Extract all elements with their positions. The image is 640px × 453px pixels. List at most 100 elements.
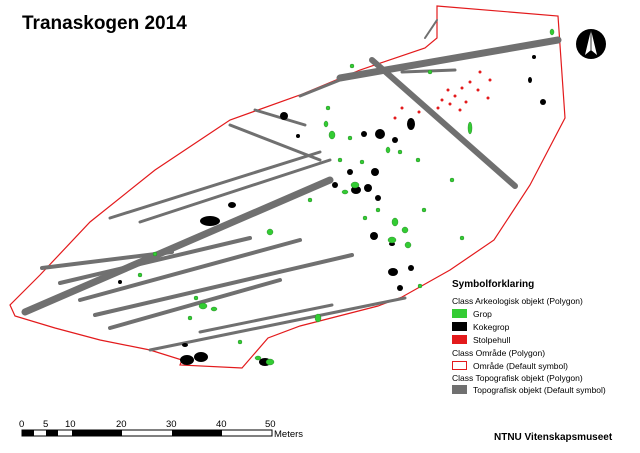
- stolpehull-feature: [393, 116, 397, 120]
- grop-feature: [350, 181, 360, 189]
- kokegrop-feature: [528, 77, 532, 83]
- legend-swatch-omrade: [452, 361, 467, 370]
- stolpehull-feature: [446, 88, 450, 92]
- topo-strip: [298, 76, 347, 98]
- grop-feature: [137, 272, 143, 278]
- scale-label: 50: [265, 419, 276, 430]
- stolpehull-feature: [476, 88, 480, 92]
- scale-unit: Meters: [274, 429, 304, 440]
- kokegrop-feature: [408, 265, 414, 271]
- stolpehull-feature: [458, 108, 462, 112]
- kokegrop-feature: [397, 285, 403, 291]
- stolpehull-feature: [448, 102, 452, 106]
- grop-feature: [349, 63, 355, 69]
- topo-strip: [369, 57, 518, 189]
- grop-feature: [307, 197, 313, 203]
- kokegrop-feature: [371, 168, 379, 176]
- stolpehull-features: [393, 70, 492, 120]
- kokegrop-feature: [347, 169, 353, 175]
- grop-feature: [347, 135, 353, 141]
- kokegrop-feature: [364, 184, 372, 192]
- legend-class-omrade: Class Område (Polygon): [452, 348, 546, 358]
- legend-heading: Symbolforklaring: [452, 279, 535, 290]
- grop-feature: [254, 355, 262, 361]
- kokegrop-feature: [280, 112, 288, 120]
- kokegrop-feature: [375, 129, 385, 139]
- grop-feature: [375, 207, 381, 213]
- grop-feature: [549, 28, 555, 36]
- kokegrop-feature: [375, 195, 381, 201]
- kokegrop-feature: [296, 134, 300, 138]
- grop-feature: [198, 302, 208, 310]
- north-arrow-icon: [576, 29, 606, 59]
- stolpehull-feature: [436, 106, 440, 110]
- kokegrop-feature: [532, 55, 536, 59]
- grop-feature: [325, 105, 331, 111]
- grop-feature: [401, 226, 409, 234]
- kokegrop-feature: [194, 352, 208, 362]
- scale-label: 20: [116, 419, 127, 430]
- credit-text: NTNU Vitenskapsmuseet: [494, 432, 613, 443]
- stolpehull-feature: [460, 86, 464, 90]
- stolpehull-feature: [468, 80, 472, 84]
- topo-strip: [336, 36, 562, 82]
- kokegrop-feature: [540, 99, 546, 105]
- legend-label-grop: Grop: [473, 309, 492, 319]
- grop-feature: [265, 358, 275, 366]
- grop-feature: [328, 130, 336, 140]
- topo-strip: [108, 150, 322, 220]
- topo-strip: [138, 158, 332, 224]
- grop-feature: [467, 121, 473, 135]
- grop-features: [137, 28, 555, 366]
- grop-feature: [266, 228, 274, 236]
- kokegrop-feature: [180, 355, 194, 365]
- kokegrop-feature: [182, 343, 188, 347]
- topo-strip: [148, 296, 407, 352]
- scale-label: 5: [43, 419, 49, 430]
- legend-class-topografisk: Class Topografisk objekt (Polygon): [452, 373, 583, 383]
- kokegrop-features: [118, 55, 546, 366]
- stolpehull-feature: [478, 70, 482, 74]
- legend-class-arkeologisk: Class Arkeologisk objekt (Polygon): [452, 296, 583, 306]
- topo-strip: [253, 108, 307, 127]
- grop-feature: [210, 306, 218, 312]
- kokegrop-feature: [228, 202, 236, 208]
- grop-feature: [417, 283, 423, 289]
- topo-strip: [58, 236, 252, 285]
- stolpehull-feature: [464, 100, 468, 104]
- grop-feature: [421, 207, 427, 213]
- grop-feature: [359, 159, 365, 165]
- stolpehull-feature: [400, 106, 404, 110]
- grop-feature: [427, 69, 433, 75]
- scale-label: 10: [65, 419, 76, 430]
- grop-feature: [404, 241, 412, 249]
- kokegrop-feature: [407, 118, 415, 130]
- legend-swatch-stolpehull: [452, 335, 467, 344]
- topo-strip: [93, 253, 354, 317]
- grop-feature: [387, 236, 397, 244]
- grop-feature: [385, 146, 391, 154]
- legend-label-omrade: Område (Default symbol): [473, 361, 568, 371]
- topographic-lines: [21, 19, 562, 352]
- kokegrop-feature: [332, 182, 338, 188]
- grop-feature: [449, 177, 455, 183]
- stolpehull-feature: [417, 110, 421, 114]
- kokegrop-feature: [118, 280, 122, 284]
- map-title: Tranaskogen 2014: [22, 13, 187, 34]
- kokegrop-feature: [200, 216, 220, 226]
- legend-label-kokegrop: Kokegrop: [473, 322, 510, 332]
- scale-bar: [21, 429, 273, 437]
- topo-strip: [40, 250, 174, 270]
- grop-feature: [187, 315, 193, 321]
- topo-strip: [228, 123, 322, 162]
- grop-feature: [415, 157, 421, 163]
- stolpehull-feature: [486, 96, 490, 100]
- stolpehull-feature: [453, 94, 457, 98]
- grop-feature: [391, 217, 399, 227]
- grop-feature: [362, 215, 368, 221]
- grop-feature: [237, 339, 243, 345]
- legend-label-topografisk: Topografisk objekt (Default symbol): [473, 385, 606, 395]
- stolpehull-feature: [440, 98, 444, 102]
- kokegrop-feature: [370, 232, 378, 240]
